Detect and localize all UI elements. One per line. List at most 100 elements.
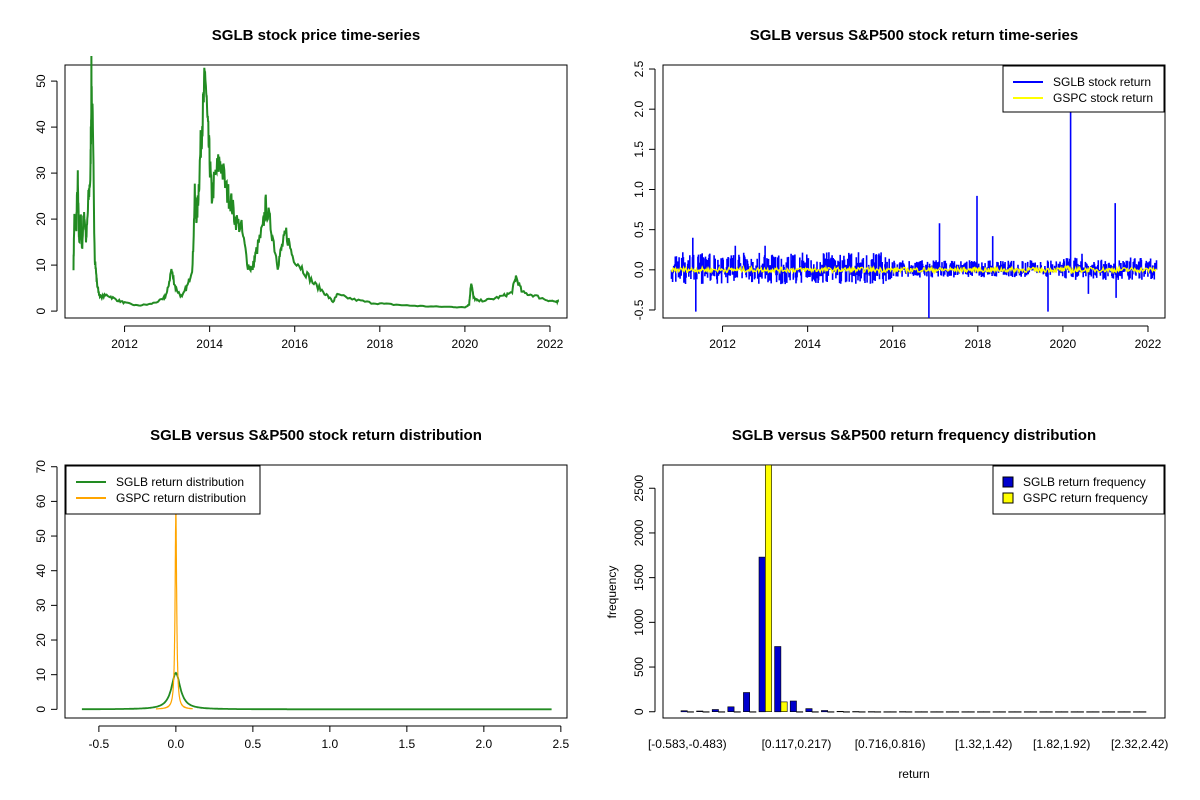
density-axes: 0 10 20 30 40 50 60 70 -0.5 0.0 0.5 1.0 1.5 2.0 2.5 xyxy=(34,460,570,751)
sglb-frequency-bar xyxy=(711,709,719,713)
x-category-label: [0.716,0.816) xyxy=(855,737,926,751)
sglb-frequency-bar xyxy=(914,711,922,713)
y-tick-label: 20 xyxy=(34,633,48,647)
y-tick-label: 10 xyxy=(34,258,48,272)
x-tick-label: 2012 xyxy=(709,337,736,351)
gspc-frequency-bar xyxy=(764,464,772,712)
y-tick-label: 20 xyxy=(34,212,48,226)
y-tick-label: 0.0 xyxy=(632,261,646,278)
x-tick-label: 2014 xyxy=(196,337,223,351)
frequency-axes: 0 500 1000 1500 2000 2500 [-0.583,-0.483) [0.11… xyxy=(632,475,1168,751)
x-category-label: [0.117,0.217) xyxy=(762,737,832,751)
gspc-frequency-bar xyxy=(874,711,882,713)
legend-swatch xyxy=(1002,476,1014,488)
gspc-frequency-bar xyxy=(1139,711,1147,713)
density-chart-panel: SGLB versus S&P500 stock return distribu… xyxy=(34,427,570,751)
sglb-frequency-bar xyxy=(696,710,704,712)
returns-chart-panel: SGLB versus S&P500 stock return time-ser… xyxy=(632,27,1166,351)
density-marks xyxy=(81,511,552,711)
sglb-frequency-bar xyxy=(1133,711,1141,713)
sglb-frequency-bar xyxy=(1039,711,1047,713)
sglb-frequency-bar xyxy=(930,711,938,713)
legend-label: GSPC return frequency xyxy=(1023,491,1148,505)
y-tick-label: 2.0 xyxy=(632,101,646,118)
gspc-frequency-bar xyxy=(749,711,757,713)
gspc-frequency-bar xyxy=(686,711,694,713)
sglb-density-line xyxy=(81,671,552,711)
y-tick-label: 70 xyxy=(34,460,48,474)
y-tick-label: 1.5 xyxy=(632,141,646,158)
gspc-frequency-bar xyxy=(920,711,928,713)
legend-label: GSPC stock return xyxy=(1053,91,1153,105)
y-tick-label: 1000 xyxy=(632,609,646,636)
density-legend: SGLB return distribution GSPC return dist… xyxy=(65,465,261,515)
price-chart-panel: SGLB stock price time-series 0 10 20 30 40 50… xyxy=(34,27,568,351)
gspc-density-line xyxy=(155,511,193,710)
returns-chart-title: SGLB versus S&P500 stock return time-ser… xyxy=(750,27,1078,44)
frequency-chart-panel: SGLB versus S&P500 return frequency dist… xyxy=(605,427,1168,781)
sglb-frequency-bar xyxy=(836,710,844,713)
gspc-frequency-bar xyxy=(718,711,726,713)
y-tick-label: -0.5 xyxy=(632,299,646,320)
sglb-frequency-bar xyxy=(1101,711,1109,713)
x-category-label: [1.82,1.92) xyxy=(1033,737,1090,751)
frequency-legend: SGLB return frequency GSPC return frequen… xyxy=(992,465,1165,515)
y-tick-label: 1500 xyxy=(632,564,646,591)
frequency-chart-title: SGLB versus S&P500 return frequency dist… xyxy=(732,427,1096,444)
price-series-line xyxy=(72,55,560,309)
gspc-frequency-bar xyxy=(780,701,788,713)
y-tick-label: 40 xyxy=(34,120,48,134)
sglb-frequency-bar xyxy=(1086,711,1094,713)
gspc-frequency-bar xyxy=(811,711,819,713)
sglb-frequency-bar xyxy=(774,646,782,713)
y-tick-label: 30 xyxy=(34,598,48,612)
x-tick-label: 2018 xyxy=(366,337,393,351)
legend-label: SGLB return frequency xyxy=(1023,475,1146,489)
returns-legend: SGLB stock return GSPC stock return xyxy=(1002,65,1165,113)
gspc-frequency-bar xyxy=(1123,711,1131,713)
x-tick-label: 2.0 xyxy=(476,737,493,751)
x-tick-label: 2018 xyxy=(964,337,991,351)
returns-plot-frame xyxy=(662,64,1166,319)
frequency-x-axis-label: return xyxy=(898,767,929,781)
x-tick-label: 2022 xyxy=(537,337,564,351)
y-tick-label: 2000 xyxy=(632,519,646,546)
sglb-frequency-bar xyxy=(977,711,985,713)
gspc-frequency-bar xyxy=(1014,711,1022,713)
gspc-frequency-bar xyxy=(733,711,741,713)
price-axes: 0 10 20 30 40 50 2012 2014 2016 2018 2020 2022 xyxy=(34,74,564,351)
x-tick-label: 2016 xyxy=(879,337,906,351)
gspc-frequency-bar xyxy=(796,711,804,713)
sglb-frequency-bar xyxy=(743,692,751,713)
gspc-frequency-bar xyxy=(1030,711,1038,713)
gspc-frequency-bar xyxy=(998,711,1006,713)
y-tick-label: 40 xyxy=(34,564,48,578)
gspc-frequency-bar xyxy=(827,711,835,713)
sglb-frequency-bar xyxy=(1070,711,1078,713)
x-tick-label: 1.5 xyxy=(399,737,416,751)
gspc-frequency-bar xyxy=(1077,711,1084,713)
x-category-label: [1.32,1.42) xyxy=(955,737,1012,751)
gspc-frequency-bar xyxy=(983,711,991,713)
sglb-frequency-bar xyxy=(867,711,875,713)
legend-box xyxy=(65,465,261,515)
legend-swatch xyxy=(1002,492,1014,504)
legend-box xyxy=(1002,65,1165,113)
x-tick-label: 2020 xyxy=(1050,337,1077,351)
x-category-label: [2.32,2.42) xyxy=(1111,737,1168,751)
x-tick-label: 1.0 xyxy=(322,737,339,751)
x-tick-label: 2022 xyxy=(1135,337,1162,351)
frequency-y-axis-label: frequency xyxy=(605,566,619,619)
price-chart-title: SGLB stock price time-series xyxy=(212,27,420,44)
returns-marks xyxy=(670,110,1158,318)
sglb-frequency-bar xyxy=(727,706,735,712)
sglb-frequency-bar xyxy=(758,556,766,713)
x-tick-label: 2012 xyxy=(111,337,138,351)
price-marks xyxy=(72,55,560,309)
sglb-frequency-bar xyxy=(680,710,688,713)
x-tick-label: 2.5 xyxy=(552,737,569,751)
returns-axes: -0.5 0.0 0.5 1.0 1.5 2.0 2.5 2012 2014 2016 2018 20… xyxy=(632,60,1162,351)
sglb-frequency-bar xyxy=(1055,711,1063,713)
legend-box xyxy=(992,465,1165,515)
